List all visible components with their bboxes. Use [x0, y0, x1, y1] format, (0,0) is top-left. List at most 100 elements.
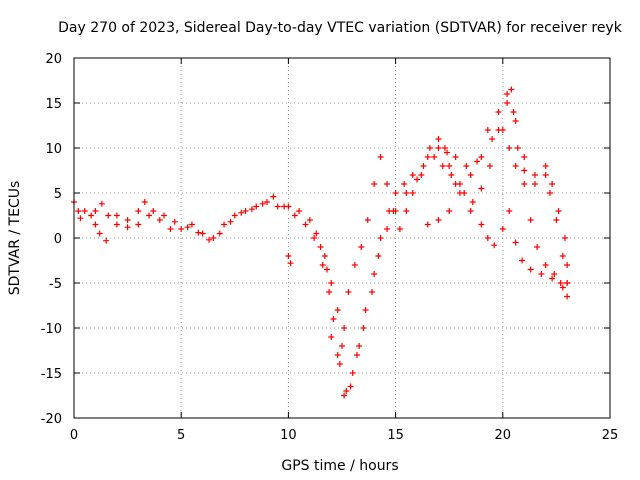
data-point-track-b	[113, 212, 120, 219]
data-point-track-b	[384, 226, 391, 232]
data-point-track-c	[384, 181, 391, 187]
data-point-track-c	[377, 154, 384, 160]
data-point-track-b	[534, 244, 541, 250]
data-point-track-a	[253, 203, 260, 210]
data-point-track-b	[360, 325, 367, 331]
data-point-track-b	[463, 163, 470, 169]
data-point-track-c	[441, 145, 448, 151]
data-point-track-a	[349, 370, 356, 376]
data-point-track-b	[259, 200, 266, 207]
data-point-track-b	[474, 158, 481, 165]
data-point-track-b	[559, 284, 566, 291]
data-point-track-c	[371, 181, 378, 187]
data-point-track-c	[512, 118, 519, 124]
data-point-track-c	[495, 127, 502, 133]
data-point-track-a	[489, 136, 496, 142]
data-point-track-a	[113, 221, 120, 228]
data-point-track-c	[521, 154, 528, 160]
data-point-track-b	[414, 176, 421, 183]
data-point-track-a	[521, 167, 528, 174]
data-point-track-c	[531, 181, 538, 187]
data-point-track-c	[478, 185, 485, 192]
data-point-track-a	[92, 221, 99, 228]
x-tick-label: 15	[387, 428, 404, 443]
data-point-track-a	[210, 235, 217, 241]
data-point-track-d	[491, 242, 498, 249]
data-point-track-b	[135, 208, 142, 214]
data-point-track-d	[549, 275, 556, 282]
y-tick-label: -15	[41, 367, 62, 382]
data-point-track-b	[238, 209, 245, 216]
data-point-track-b	[319, 262, 326, 268]
x-tick-label: 20	[495, 428, 512, 443]
data-point-track-b	[330, 316, 337, 322]
data-point-track-a	[188, 221, 195, 228]
data-point-track-d	[484, 235, 491, 241]
data-point-track-d	[557, 280, 564, 286]
data-point-track-a	[178, 226, 185, 232]
data-point-track-b	[452, 154, 459, 160]
data-point-track-b	[514, 145, 521, 151]
data-point-track-a	[96, 230, 103, 237]
data-point-track-a	[296, 208, 303, 214]
data-point-track-a	[263, 199, 270, 205]
data-point-track-a	[409, 172, 416, 178]
data-point-track-b	[495, 109, 502, 115]
data-point-track-a	[531, 172, 538, 178]
data-point-track-b	[105, 212, 112, 219]
data-point-track-d	[564, 280, 571, 286]
data-point-track-c	[542, 163, 549, 169]
data-point-track-b	[184, 224, 191, 231]
data-point-track-c	[508, 86, 515, 93]
data-point-track-a	[77, 215, 84, 222]
data-point-track-a	[306, 217, 313, 223]
data-point-track-b	[435, 145, 442, 151]
data-point-track-b	[341, 392, 348, 399]
data-point-track-a	[343, 388, 350, 394]
data-point-track-d	[499, 226, 506, 232]
data-point-track-b	[92, 208, 99, 214]
data-point-track-b	[270, 193, 277, 200]
data-point-track-c	[504, 100, 511, 106]
data-point-track-c	[435, 136, 442, 142]
data-layer	[71, 86, 571, 399]
y-tick-label: -5	[49, 277, 62, 292]
data-point-track-a	[135, 221, 142, 228]
data-point-track-b	[403, 190, 410, 196]
data-point-track-c	[561, 235, 568, 241]
data-point-track-b	[369, 289, 376, 295]
data-point-track-a	[542, 172, 549, 178]
data-point-track-d	[456, 190, 463, 196]
data-point-track-c	[323, 266, 330, 273]
y-tick-label: 0	[54, 232, 62, 247]
data-point-track-b	[248, 206, 255, 213]
data-point-track-c	[345, 289, 352, 295]
data-point-track-b	[347, 383, 354, 390]
data-point-track-c	[317, 244, 324, 250]
data-point-track-c	[452, 181, 459, 187]
data-point-track-b	[444, 149, 451, 156]
data-point-track-a	[75, 208, 82, 214]
data-point-track-a	[88, 212, 95, 219]
x-tick-label: 0	[70, 428, 78, 443]
data-point-track-c	[396, 226, 403, 232]
data-point-track-a	[124, 217, 131, 223]
data-point-track-a	[321, 253, 328, 259]
y-tick-label: -20	[41, 412, 62, 427]
data-point-track-c	[334, 352, 341, 358]
data-point-track-a	[328, 280, 335, 286]
data-point-track-c	[486, 163, 493, 169]
data-point-track-a	[377, 235, 384, 241]
data-point-track-a	[392, 190, 399, 196]
data-point-track-c	[287, 260, 294, 267]
data-point-track-a	[231, 212, 238, 219]
data-point-track-a	[146, 212, 153, 219]
y-tick-label: 15	[45, 97, 62, 112]
y-tick-label: 20	[45, 52, 62, 67]
data-point-track-b	[227, 218, 234, 225]
y-axis-title: SDTVAR / TECUs	[7, 181, 23, 296]
data-point-track-a	[156, 217, 163, 223]
data-point-track-d	[527, 266, 534, 273]
data-point-track-a	[274, 203, 281, 210]
data-point-track-c	[555, 208, 562, 214]
